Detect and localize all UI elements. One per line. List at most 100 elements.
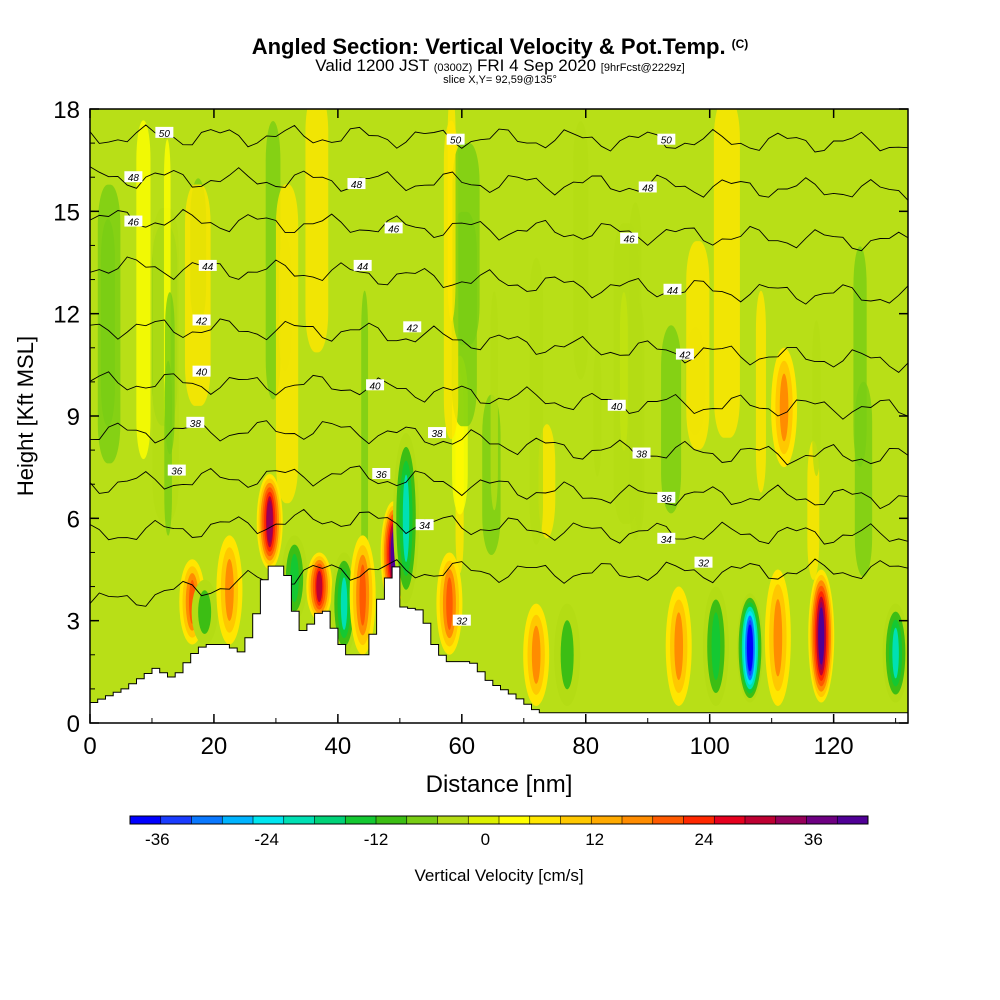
velocity-streak <box>447 109 456 322</box>
velocity-cell <box>198 590 212 635</box>
theta-contour-label: 48 <box>642 183 654 194</box>
theta-contour-label: 40 <box>196 368 208 379</box>
colorbar-swatch <box>437 816 469 824</box>
theta-contour-label: 36 <box>171 467 183 478</box>
colorbar-swatch <box>745 816 777 824</box>
theta-contour-label: 48 <box>128 173 140 184</box>
velocity-streak <box>686 241 710 450</box>
theta-contour-label: 42 <box>407 323 419 334</box>
colorbar-swatch <box>191 816 223 824</box>
theta-contour-label-bg <box>657 133 676 145</box>
theta-contour-line <box>90 465 908 510</box>
velocity-cell <box>711 612 721 681</box>
theta-contour-label-bg <box>452 614 471 626</box>
y-tick-label: 0 <box>67 711 80 738</box>
theta-contour-label: 46 <box>128 218 140 229</box>
velocity-streak <box>136 120 151 460</box>
theta-contour-line <box>90 420 908 466</box>
colorbar-swatch <box>130 816 162 824</box>
x-tick-label: 60 <box>448 733 475 760</box>
velocity-cell <box>225 559 234 621</box>
x-tick-label: 40 <box>325 733 352 760</box>
colorbar-swatch <box>775 816 807 824</box>
x-tick-label: 120 <box>814 733 854 760</box>
velocity-cell <box>818 607 825 665</box>
colorbar-swatch <box>591 816 623 824</box>
theta-contour-label-bg <box>192 365 211 377</box>
velocity-streaks <box>97 109 873 580</box>
colorbar-swatch <box>652 816 684 824</box>
theta-contour-label-bg <box>428 427 447 439</box>
theta-contour-line <box>90 371 908 420</box>
theta-contour-label: 38 <box>190 419 202 430</box>
chart-slice-info: slice X,Y= 92,59@135° <box>443 74 557 86</box>
theta-contour-label: 40 <box>611 402 623 413</box>
velocity-streak <box>97 184 121 464</box>
theta-contour-label-bg <box>347 178 366 190</box>
colorbar-swatch <box>406 816 438 824</box>
velocity-cell <box>340 577 348 630</box>
colorbar-tick-label: 0 <box>481 830 490 849</box>
theta-contour-label: 32 <box>698 559 710 570</box>
theta-contour-label-bg <box>620 232 639 244</box>
colorbar-tick-labels: -36 -24 -12 0 12 24 36 <box>145 830 823 849</box>
velocity-streak <box>164 292 175 455</box>
velocity-streak <box>713 109 740 438</box>
theta-contour-label-bg <box>372 467 391 479</box>
theta-contour-label: 38 <box>636 450 648 461</box>
colorbar-swatch <box>314 816 346 824</box>
y-tick-label: 3 <box>67 609 80 636</box>
theta-contour-label: 40 <box>369 381 381 392</box>
theta-contour-label: 36 <box>661 494 673 505</box>
velocity-streak <box>812 320 821 477</box>
colorbar-swatch <box>560 816 592 824</box>
theta-contour-line <box>90 124 908 153</box>
velocity-cell <box>892 627 899 679</box>
colorbar-swatch <box>468 816 500 824</box>
colorbar-swatch <box>222 816 254 824</box>
theta-contour-label: 34 <box>419 521 431 532</box>
theta-contour-label-bg <box>657 532 676 544</box>
velocity-cell <box>746 624 753 672</box>
velocity-cell <box>773 599 783 677</box>
colorbar-swatch <box>714 816 746 824</box>
velocity-streak <box>452 143 480 345</box>
plot-area: 32 32 34 34 36 36 36 38 38 38 40 40 40 42 42 42 44 44 44 46… <box>90 109 908 723</box>
theta-contour-label-bg <box>675 348 694 360</box>
velocity-streak <box>529 257 544 545</box>
colorbar-swatch <box>283 816 315 824</box>
colorbar-swatch <box>837 816 869 824</box>
velocity-streak <box>275 184 299 504</box>
x-tick-label: 0 <box>83 733 96 760</box>
theta-contour-label-bg <box>124 171 143 183</box>
theta-contour-label: 46 <box>388 224 400 235</box>
colorbar-label: Vertical Velocity [cm/s] <box>414 866 583 885</box>
colorbar-tick-label: 24 <box>695 830 714 849</box>
x-tick-label: 80 <box>572 733 599 760</box>
velocity-streak <box>634 303 645 532</box>
terrain <box>90 565 908 723</box>
title-block: Angled Section: Vertical Velocity & Pot.… <box>0 36 1000 86</box>
y-tick-label: 6 <box>67 506 80 533</box>
velocity-streak <box>854 381 873 577</box>
theta-contour-label: 48 <box>351 180 363 191</box>
theta-contour-label: 42 <box>196 316 208 327</box>
theta-contour-label: 34 <box>661 535 673 546</box>
y-tick-label: 9 <box>67 404 80 431</box>
colorbar-swatch <box>806 816 838 824</box>
theta-contour-label: 50 <box>450 136 462 147</box>
velocity-streak <box>184 184 211 406</box>
theta-contour-label-bg <box>198 259 217 271</box>
velocity-cell <box>266 500 273 543</box>
colorbar-swatch <box>345 816 377 824</box>
velocity-streak <box>755 290 766 493</box>
theta-contour-label-bg <box>192 314 211 326</box>
velocity-cells <box>179 347 908 706</box>
x-tick-label: 20 <box>201 733 228 760</box>
colorbar-swatch <box>529 816 561 824</box>
theta-contour-line <box>90 208 908 252</box>
theta-contour-label-bg <box>632 447 651 459</box>
colorbar-tick-label: -36 <box>145 830 170 849</box>
theta-contour-line <box>90 256 908 305</box>
